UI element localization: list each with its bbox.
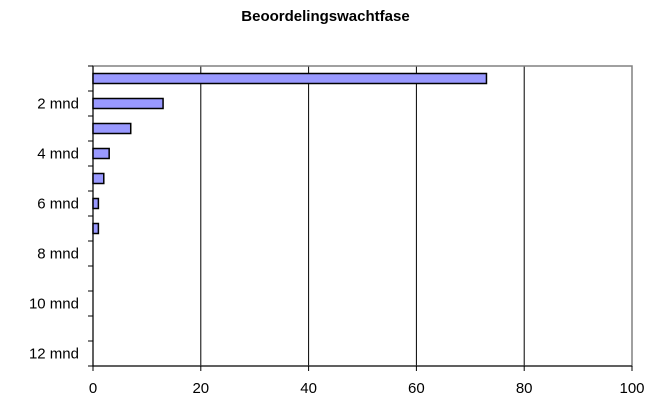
y-tick-label: 2 mnd: [37, 96, 79, 113]
bar: [92, 147, 110, 160]
y-tick-label: 4 mnd: [37, 146, 79, 163]
bar: [92, 97, 164, 110]
x-tick-label: 40: [300, 380, 317, 397]
y-tick-label: 8 mnd: [37, 246, 79, 263]
x-tick-label: 0: [89, 380, 97, 397]
chart-title: Beoordelingswachtfase: [241, 8, 410, 25]
x-tick-label: 60: [408, 380, 425, 397]
bar: [92, 222, 100, 235]
y-tick-label: 10 mnd: [29, 296, 79, 313]
x-tick-label: 80: [516, 380, 533, 397]
bar: [92, 72, 488, 85]
bar: [92, 122, 132, 135]
y-tick-label: 12 mnd: [29, 346, 79, 363]
bar: [92, 172, 105, 185]
y-tick-label: 6 mnd: [37, 196, 79, 213]
bar: [92, 197, 100, 210]
x-tick-label: 100: [619, 380, 644, 397]
plot-frame: [92, 65, 633, 367]
x-tick-label: 20: [192, 380, 209, 397]
